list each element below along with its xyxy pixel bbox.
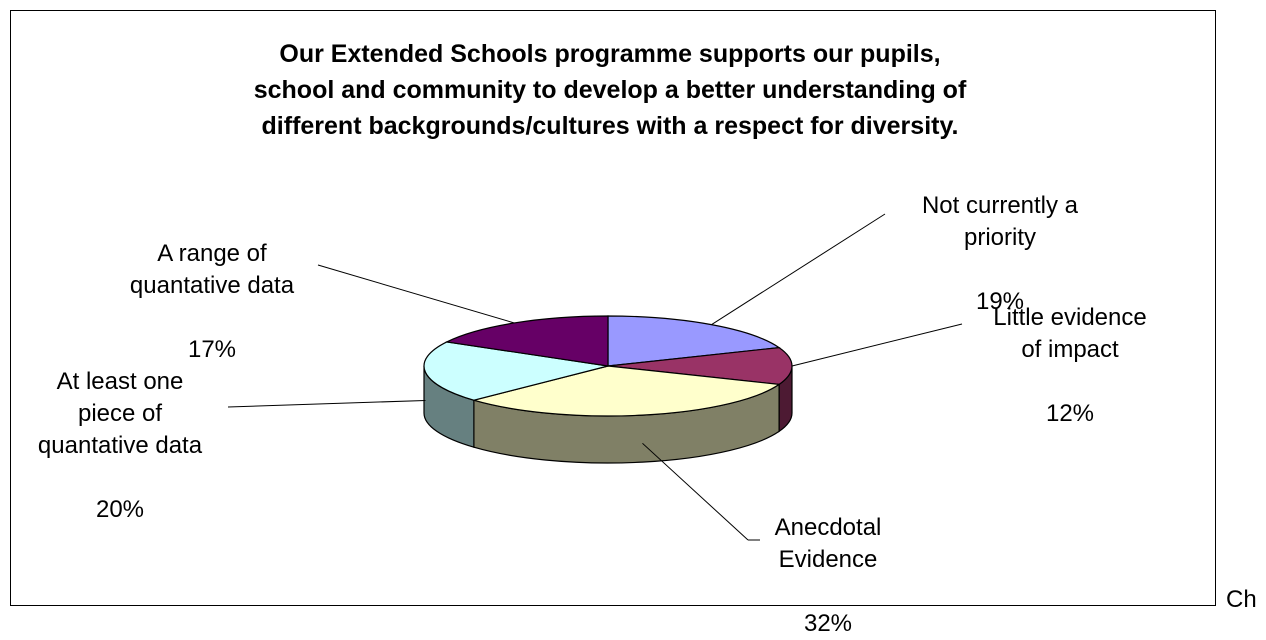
chart-title: Our Extended Schools programme supports …	[253, 40, 967, 140]
slice-percent: 12%	[1045, 400, 1095, 427]
slice-name: At least one piece of quantative data	[37, 368, 203, 459]
slice-name: Anecdotal Evidence	[774, 514, 882, 573]
pie-slice-little-evidence-of-impact	[607, 346, 793, 386]
slice-percent: 19%	[975, 288, 1025, 315]
chart-area	[10, 10, 1216, 606]
pie-slice-anecdotal-evidence	[471, 365, 781, 417]
slice-label-range-of-data: A range of quantative data 17%	[96, 206, 328, 366]
pie-slice-a-range-of-quantative-data	[444, 315, 609, 367]
pie-chart	[227, 213, 963, 541]
pie-slice-at-least-one-piece-of-quantative-data	[423, 341, 609, 401]
leader-line-not-currently-a-priority	[711, 213, 886, 326]
slice-label-little-evidence: Little evidence of impact 12%	[950, 270, 1190, 430]
leader-line-little-evidence-of-impact	[791, 323, 963, 367]
slice-percent: 20%	[95, 496, 145, 523]
pie-top-faces	[423, 315, 793, 417]
trailing-text: Ch	[1226, 586, 1257, 613]
slice-label-not-currently-priority: Not currently a priority 19%	[880, 158, 1120, 318]
leader-line-a-range-of-quantative-data	[317, 264, 515, 324]
slice-label-at-least-one-piece: At least one piece of quantative data 20…	[4, 334, 236, 526]
slice-percent: 17%	[187, 336, 237, 363]
slice-name: Little evidence of impact	[993, 304, 1147, 363]
slice-name: Not currently a priority	[921, 192, 1079, 251]
leader-lines	[227, 213, 963, 541]
pie-side-walls	[423, 365, 793, 464]
slice-percent: 32%	[803, 610, 853, 637]
slice-label-anecdotal-evidence: Anecdotal Evidence 32%	[718, 480, 938, 640]
slice-name: A range of quantative data	[129, 240, 295, 299]
leader-line-anecdotal-evidence	[642, 442, 749, 541]
leader-line-at-least-one-piece-of-quantative-data	[227, 399, 426, 408]
